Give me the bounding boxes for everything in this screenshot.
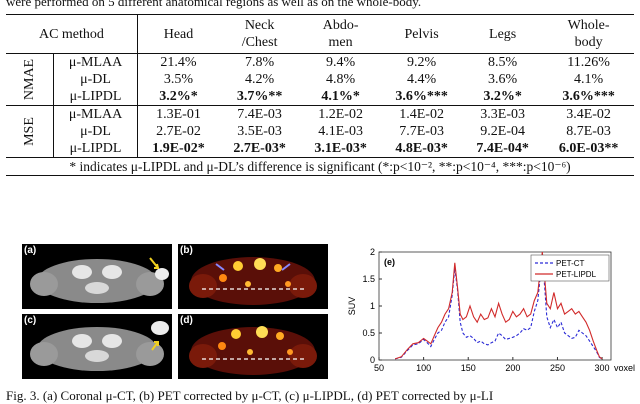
panel-c-ct: (c) <box>22 314 172 379</box>
significance-note-row: * indicates μ-LIPDL and μ-DL’s differenc… <box>6 157 634 176</box>
value-cell: 3.5% <box>163 72 194 87</box>
suv-profile-chart: 0 0.5 1 1.5 2 50 100 150 200 250 300 voxel SUV (e) PET… <box>343 244 640 384</box>
group-label: NMAE <box>6 53 55 106</box>
method-cell: μ-DL <box>53 71 138 88</box>
table-row: μ-LIPDL 1.9E-02* 2.7E-03* 3.1E-03* 4.8E-03* 7… <box>6 140 634 158</box>
col-header-head: Head <box>137 14 220 54</box>
value-cell: 4.1% <box>573 72 604 87</box>
x-tick-label: 100 <box>416 363 431 373</box>
panel-a-ct: (a) <box>22 244 172 309</box>
value-cell: 1.9E-02* <box>152 141 205 156</box>
x-tick-label: 150 <box>461 363 476 373</box>
method-cell: μ-LIPDL <box>53 88 138 106</box>
pet-image-b <box>189 257 317 305</box>
value-cell: 1.3E-01 <box>137 105 220 123</box>
value-cell: 3.3E-03 <box>462 105 544 123</box>
value-cell: 4.8% <box>326 72 356 87</box>
value-cell: 8.7E-03 <box>566 124 611 139</box>
corner-header: AC method <box>6 14 138 54</box>
value-cell: 3.2%* <box>159 89 198 104</box>
legend-entry: PET-CT <box>556 259 585 268</box>
series-line-pet-lipdl <box>394 251 603 360</box>
ct-image-a <box>30 257 169 303</box>
method-cell: μ-DL <box>53 123 138 140</box>
value-cell: 9.2E-04 <box>480 124 525 139</box>
value-cell: 7.4E-03 <box>219 105 301 123</box>
value-cell: 2.7E-02 <box>156 124 201 139</box>
value-cell: 1.2E-02 <box>300 105 382 123</box>
value-cell: 21.4% <box>137 53 220 71</box>
y-tick-label: 2 <box>370 247 375 257</box>
table-row: μ-DL 2.7E-02 3.5E-03 4.1E-03 7.7E-03 9.2E-04 8… <box>6 123 634 140</box>
x-tick-label: 250 <box>550 363 565 373</box>
group-label: MSE <box>6 105 55 158</box>
x-tick-label: 300 <box>595 363 610 373</box>
method-cell: μ-MLAA <box>53 53 138 71</box>
col-header-neck-chest: Neck/Chest <box>219 14 301 54</box>
caption-top: were performed on 5 different anatomical… <box>6 0 422 9</box>
value-cell: 8.5% <box>462 53 544 71</box>
y-axis-label: SUV <box>347 297 357 316</box>
value-cell: 7.8% <box>219 53 301 71</box>
panel-label-d: (d) <box>180 315 193 326</box>
panel-label-c: (c) <box>24 315 37 326</box>
value-cell: 3.5E-03 <box>237 124 282 139</box>
panel-label-b: (b) <box>180 245 193 256</box>
x-axis-label: voxel <box>614 363 635 373</box>
table-row: NMAE μ-MLAA 21.4% 7.8% 9.4% 9.2% 8.5% 11.26% <box>6 53 634 106</box>
col-header-pelvis: Pelvis <box>381 14 463 54</box>
caption-bottom: Fig. 3. (a) Coronal μ-CT, (b) PET correc… <box>6 388 494 403</box>
value-cell: 4.2% <box>245 72 275 87</box>
value-cell: 4.1%* <box>321 89 360 104</box>
value-cell: 3.6%*** <box>562 89 615 104</box>
panel-b-pet: (b) <box>178 244 328 309</box>
value-cell: 9.2% <box>381 53 463 71</box>
method-cell: μ-LIPDL <box>53 140 138 158</box>
y-tick-label: 1 <box>370 301 375 311</box>
value-cell: 6.0E-03** <box>558 141 619 156</box>
ct-image-c <box>30 321 169 371</box>
value-cell: 3.2%* <box>483 89 522 104</box>
pet-image-d <box>189 326 317 375</box>
x-tick-label: 50 <box>374 363 384 373</box>
series-line-pet-ct <box>394 257 603 360</box>
table-header-row: AC method Head Neck/Chest Abdo-men Pelvi… <box>6 14 634 54</box>
value-cell: 4.1E-03 <box>318 124 363 139</box>
y-tick-label: 0 <box>370 355 375 365</box>
value-cell: 2.7E-03* <box>233 141 286 156</box>
col-header-abdomen: Abdo-men <box>300 14 382 54</box>
y-tick-label: 0.5 <box>362 328 375 338</box>
value-cell: 11.26% <box>543 53 634 71</box>
y-tick-label: 1.5 <box>362 274 375 284</box>
table-row: MSE μ-MLAA 1.3E-01 7.4E-03 1.2E-02 1.4E-02 3.3… <box>6 105 634 158</box>
value-cell: 3.7%** <box>236 89 283 104</box>
value-cell: 3.4E-02 <box>543 105 634 123</box>
results-table: AC method Head Neck/Chest Abdo-men Pelvi… <box>6 14 634 176</box>
value-cell: 4.4% <box>407 72 437 87</box>
value-cell: 1.4E-02 <box>381 105 463 123</box>
legend-box <box>530 254 610 282</box>
value-cell: 3.6% <box>488 72 518 87</box>
value-cell: 4.8E-03* <box>395 141 448 156</box>
value-cell: 9.4% <box>300 53 382 71</box>
method-cell: μ-MLAA <box>53 105 138 123</box>
panel-label-a: (a) <box>24 245 37 256</box>
chart-panel-label: (e) <box>384 257 395 267</box>
value-cell: 3.6%*** <box>395 89 448 104</box>
value-cell: 7.4E-04* <box>476 141 529 156</box>
table-row: μ-LIPDL 3.2%* 3.7%** 4.1%* 3.6%*** 3.2%* 3.6%*… <box>6 88 634 106</box>
x-tick-label: 200 <box>505 363 520 373</box>
legend-entry: PET-LIPDL <box>556 270 597 279</box>
value-cell: 7.7E-03 <box>399 124 444 139</box>
col-header-legs: Legs <box>462 14 544 54</box>
significance-note: * indicates μ-LIPDL and μ-DL’s differenc… <box>6 157 634 176</box>
table-row: μ-DL 3.5% 4.2% 4.8% 4.4% 3.6% 4.1% <box>6 71 634 88</box>
col-header-whole-body: Whole-body <box>543 14 634 54</box>
panel-d-pet: (d) <box>178 314 328 379</box>
value-cell: 3.1E-03* <box>314 141 367 156</box>
